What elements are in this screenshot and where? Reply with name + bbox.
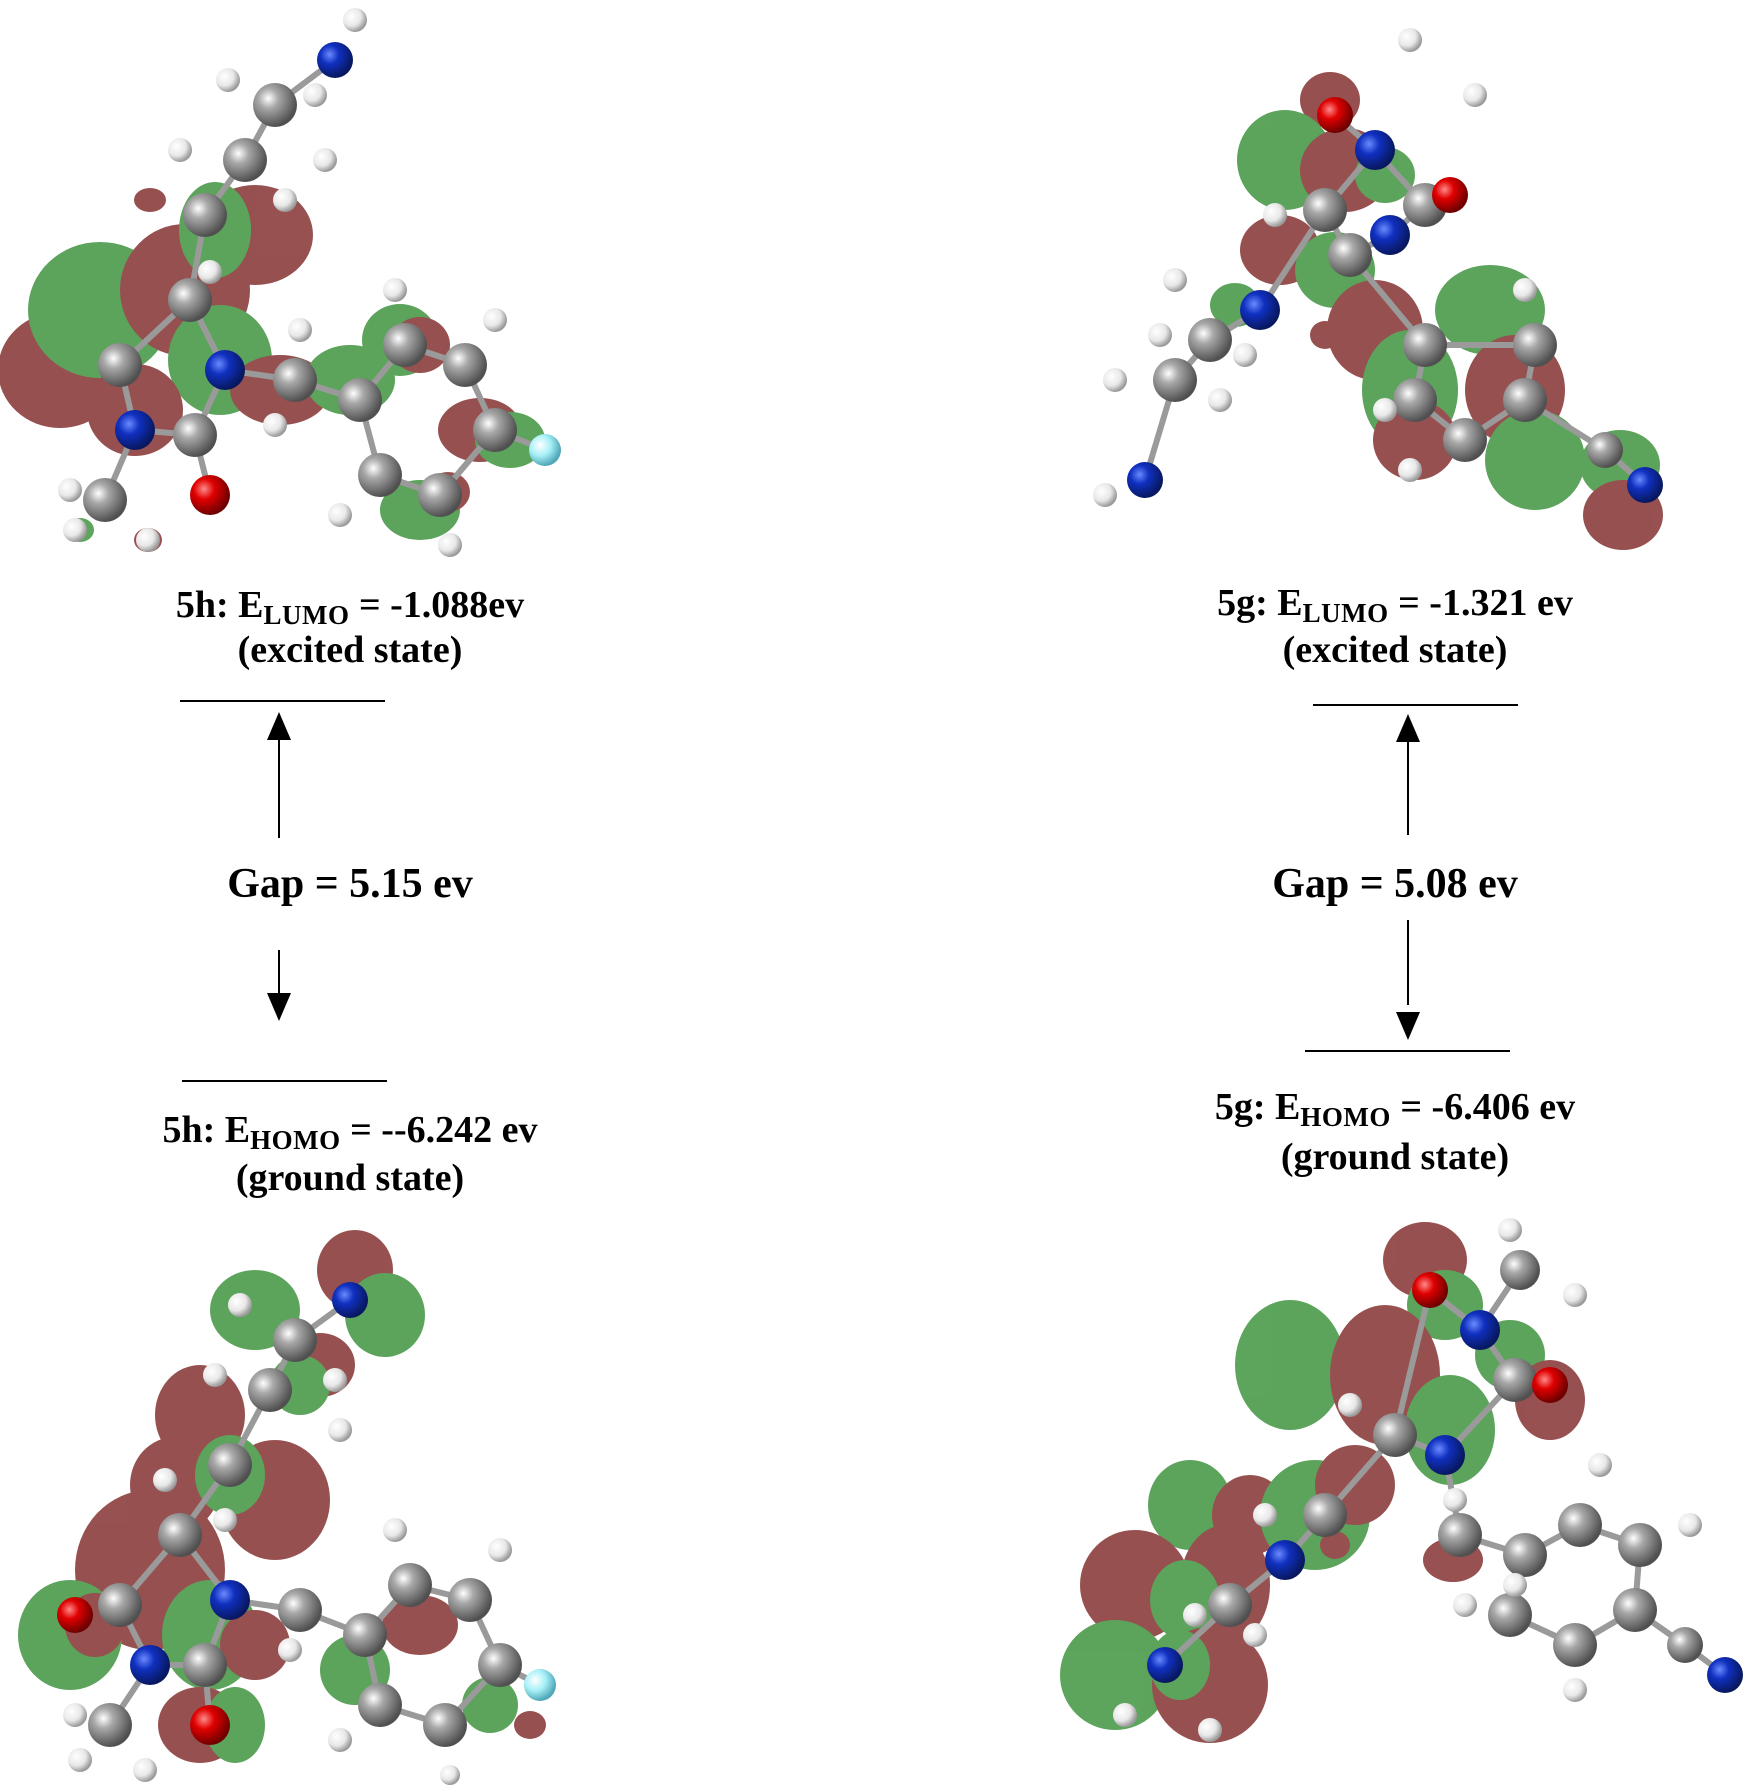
gap-label-5g: Gap = 5.08 ev bbox=[1272, 861, 1518, 907]
energy-symbol: E bbox=[238, 584, 264, 626]
homo-energy-label-5h: 5h: EHOMO = --6.242 ev bbox=[162, 1109, 538, 1155]
lumo-level-line-5h bbox=[180, 700, 385, 702]
orbital-lobes bbox=[1060, 1222, 1585, 1743]
panel-5h: 5h: ELUMO = -1.088ev (excited state) Gap… bbox=[0, 0, 700, 1787]
homo-orbital-image-5g bbox=[1045, 1215, 1745, 1787]
homo-state-label-5h: (ground state) bbox=[235, 1157, 465, 1199]
energy-value: = --6.242 ev bbox=[350, 1109, 538, 1151]
energy-value: = -6.406 ev bbox=[1400, 1086, 1576, 1128]
arrow-up-head-5g bbox=[1396, 714, 1420, 742]
energy-symbol: E bbox=[1275, 1086, 1301, 1128]
energy-symbol: E bbox=[1277, 582, 1303, 624]
homo-state-label-5g: (ground state) bbox=[1280, 1136, 1510, 1178]
molecule-5g-lumo bbox=[1093, 28, 1663, 550]
arrow-up-head-5h bbox=[267, 712, 291, 740]
lumo-orbital-image-5h bbox=[0, 0, 700, 560]
lumo-level-line-5g bbox=[1313, 704, 1518, 706]
homo-level-line-5g bbox=[1305, 1050, 1510, 1052]
arrow-down-head-5g bbox=[1396, 1012, 1420, 1040]
atoms bbox=[57, 1282, 556, 1785]
compound-id: 5h bbox=[162, 1109, 203, 1151]
energy-subscript: LUMO bbox=[263, 600, 350, 630]
homo-level-line-5h bbox=[182, 1080, 387, 1082]
lumo-orbital-image-5g bbox=[1045, 0, 1745, 560]
gap-label-5h: Gap = 5.15 ev bbox=[227, 861, 473, 907]
energy-subscript: HOMO bbox=[1300, 1102, 1391, 1132]
energy-symbol: E bbox=[224, 1109, 251, 1151]
atoms bbox=[58, 8, 561, 557]
energy-value: = -1.321 ev bbox=[1398, 582, 1573, 624]
energy-value: = -1.088ev bbox=[358, 584, 525, 626]
lumo-state-label-5g: (excited state) bbox=[1282, 629, 1508, 671]
arrow-up-shaft-5h bbox=[278, 738, 280, 838]
molecule-5h-homo bbox=[18, 1230, 556, 1785]
energy-subscript: LUMO bbox=[1302, 598, 1389, 628]
lumo-energy-label-5g: 5g: ELUMO = -1.321 ev bbox=[1217, 582, 1573, 628]
orbital-lobes bbox=[18, 1230, 546, 1763]
lumo-state-label-5h: (excited state) bbox=[237, 629, 463, 671]
arrow-down-shaft-5h bbox=[278, 950, 280, 995]
panel-5g: 5g: ELUMO = -1.321 ev (excited state) Ga… bbox=[1045, 0, 1745, 1787]
energy-subscript: HOMO bbox=[250, 1125, 341, 1155]
homo-energy-label-5g: 5g: EHOMO = -6.406 ev bbox=[1214, 1086, 1576, 1132]
arrow-down-shaft-5g bbox=[1407, 920, 1409, 1005]
atoms bbox=[1093, 28, 1663, 507]
arrow-down-head-5h bbox=[267, 993, 291, 1021]
molecule-5h-lumo bbox=[0, 8, 561, 557]
atoms bbox=[1113, 1218, 1743, 1742]
compound-id: 5g bbox=[1217, 582, 1256, 624]
compound-id: 5h bbox=[175, 584, 216, 626]
compound-id: 5g bbox=[1214, 1086, 1253, 1128]
homo-orbital-image-5h bbox=[0, 1215, 700, 1787]
lumo-energy-label-5h: 5h: ELUMO = -1.088ev bbox=[175, 584, 525, 630]
arrow-up-shaft-5g bbox=[1407, 740, 1409, 835]
molecule-5g-homo bbox=[1060, 1218, 1743, 1743]
